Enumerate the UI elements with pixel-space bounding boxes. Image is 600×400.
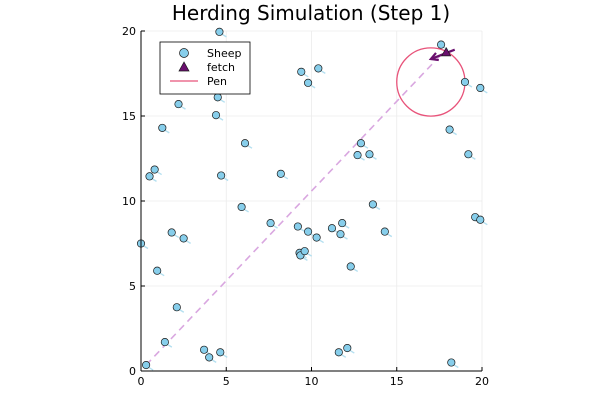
fetch-layer (428, 47, 456, 62)
sheep-point (437, 40, 446, 49)
sheep-point (304, 78, 313, 87)
sheep-point (346, 262, 355, 271)
sheep-point (445, 125, 454, 134)
sheep-point (293, 222, 302, 231)
path-line-layer (145, 55, 440, 366)
sheep-point (276, 169, 285, 178)
sheep-point (297, 67, 306, 76)
sheep-point (145, 172, 154, 181)
sheep-point (142, 360, 151, 370)
sheep-point (314, 64, 323, 73)
sheep-point (460, 77, 470, 87)
sheep-point (338, 219, 347, 228)
sheep-point (304, 227, 313, 236)
x-tick-label: 0 (138, 375, 145, 388)
x-tick-label: 5 (223, 375, 230, 388)
sheep-point (167, 228, 176, 237)
sheep-point (160, 338, 169, 347)
sheep-point (237, 202, 246, 212)
sheep-point (217, 171, 226, 180)
sheep-point (312, 233, 321, 242)
sheep-point (150, 165, 159, 174)
sheep-point (266, 219, 275, 228)
x-tick-label: 10 (305, 375, 319, 388)
sheep-point (336, 230, 345, 239)
sheep-point (211, 111, 221, 120)
y-tick-label: 5 (129, 280, 136, 293)
axes: 0 5 10 15 20 0 5 10 15 20 (122, 25, 489, 388)
fetch-marker (441, 47, 452, 57)
sheep-point (300, 247, 309, 256)
path-line (145, 55, 440, 366)
sheep-point (153, 266, 162, 275)
sheep-point (447, 358, 456, 367)
sheep-point (334, 348, 343, 357)
sheep-point (158, 123, 167, 132)
sheep-point (172, 303, 181, 312)
sheep-point (216, 348, 225, 357)
sheep-point (213, 93, 222, 102)
x-tick-label: 15 (390, 375, 404, 388)
legend-pen-label: Pen (207, 75, 227, 88)
sheep-point (368, 200, 377, 209)
sheep-point (179, 234, 188, 243)
sheep-point (464, 150, 473, 159)
y-tick-label: 0 (129, 365, 136, 378)
sheep-point (327, 224, 337, 233)
legend-sheep-label: Sheep (207, 47, 241, 60)
sheep-point (353, 151, 362, 160)
legend-fetch-label: fetch (207, 61, 235, 74)
sheep-point (476, 215, 485, 224)
legend-box (159, 41, 251, 95)
sheep-point (240, 139, 250, 148)
sheep-point (174, 100, 183, 109)
y-tick-label: 10 (122, 195, 136, 208)
sheep-point (356, 139, 365, 148)
fetch-arrow-head (428, 52, 439, 62)
sheep-point (200, 345, 209, 354)
sheep-point (215, 27, 224, 36)
legend-fetch-marker (178, 61, 190, 72)
sheep-point (205, 353, 214, 362)
sheep-point (476, 83, 485, 93)
y-tick-label: 20 (122, 25, 136, 38)
sheep-point (365, 150, 374, 159)
sheep-point (343, 343, 352, 353)
legend-sheep-marker (179, 48, 189, 58)
x-tick-label: 20 (475, 375, 489, 388)
y-tick-label: 15 (122, 110, 136, 123)
sheep-point (380, 227, 389, 236)
chart-title: Herding Simulation (Step 1) (172, 1, 450, 25)
